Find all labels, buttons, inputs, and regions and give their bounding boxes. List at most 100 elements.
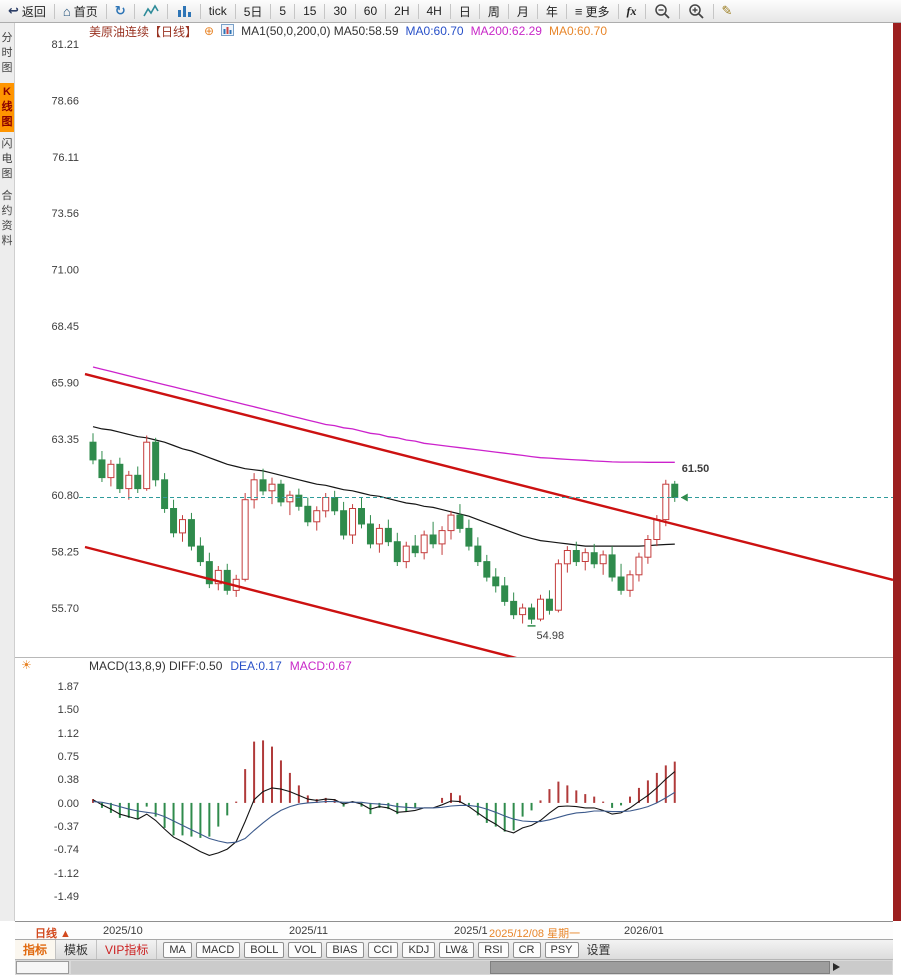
interval-60-button[interactable]: 60 <box>356 0 385 22</box>
trend-line <box>84 372 893 582</box>
candle <box>671 480 679 502</box>
candle <box>205 552 213 589</box>
tab-templates[interactable]: 模板 <box>56 939 98 960</box>
left-sidebar: 分时图 K线图闪电图合约资料 <box>0 23 15 921</box>
interval-15-button-label: 15 <box>303 4 317 18</box>
indicator-cci-button[interactable]: CCI <box>367 941 399 958</box>
sidebar-item-contract-info[interactable]: 合约资料 <box>1 190 13 247</box>
area-chart-icon <box>143 4 159 18</box>
settings-button[interactable]: 设置 <box>586 943 611 957</box>
indicator-boll-button[interactable]: BOLL <box>244 941 285 958</box>
dea-label: DEA:0.17 <box>230 658 282 673</box>
interval-60-button-label: 60 <box>363 4 378 18</box>
tab-indicators[interactable]: 指标 <box>15 939 57 960</box>
tab-vip-indicators[interactable]: VIP指标 <box>97 939 158 960</box>
more-button-label: 更多 <box>585 4 610 19</box>
scrollbar-handle[interactable] <box>490 961 830 974</box>
draw-button[interactable]: ✎ <box>714 0 741 22</box>
svg-text:58.25: 58.25 <box>51 547 79 559</box>
ma200-line <box>92 366 675 463</box>
candle <box>366 515 374 549</box>
add-indicator-icon[interactable]: ⊕ <box>204 24 215 38</box>
interval-year-button[interactable]: 年 <box>538 0 566 22</box>
indicator-ma-button[interactable]: MA <box>163 941 192 958</box>
candle <box>161 473 169 513</box>
sidebar-item-flash-chart[interactable]: 闪电图 <box>1 138 13 180</box>
interval-5-button[interactable]: 5 <box>271 0 294 22</box>
candle <box>411 535 419 558</box>
ma-settings-label: MA1(50,0,200,0) MA50:58.59 <box>241 24 399 38</box>
interval-4h-button[interactable]: 4H <box>419 0 450 22</box>
toolbar-separator <box>712 3 714 19</box>
indicator-rsi-button[interactable]: RSI <box>478 941 509 958</box>
indicator-kdj-button[interactable]: KDJ <box>402 941 436 958</box>
interval-2h-button[interactable]: 2H <box>386 0 417 22</box>
candle <box>572 541 580 566</box>
svg-text:81.21: 81.21 <box>51 39 79 51</box>
toolbar-separator <box>678 3 680 19</box>
indicator-settings-icon[interactable] <box>221 23 235 39</box>
indicator-macd-button[interactable]: MACD <box>195 941 241 958</box>
more-button[interactable]: ≡ 更多 <box>567 0 618 22</box>
interval-month-button[interactable]: 月 <box>509 0 537 22</box>
svg-text:65.90: 65.90 <box>51 378 79 390</box>
zoom-out-button[interactable] <box>646 0 679 22</box>
interval-5day-button[interactable]: 5日 <box>236 0 271 22</box>
candle <box>259 468 267 496</box>
back-button[interactable]: ↩ 返回 <box>0 0 54 22</box>
interval-15-button[interactable]: 15 <box>295 0 324 22</box>
scrollbar-track[interactable] <box>71 961 892 974</box>
line-chart-button[interactable] <box>135 0 167 22</box>
candle <box>179 515 186 542</box>
candle <box>483 554 491 582</box>
indicator-bias-button[interactable]: BIAS <box>326 941 364 958</box>
macd-value-label: MACD:0.67 <box>289 658 352 673</box>
macd-params-label: MACD(13,8,9) DIFF:0.50 <box>89 658 223 673</box>
period-selector[interactable]: 日线 ▲ <box>35 928 71 940</box>
sidebar-item-time-chart[interactable]: 分时图 <box>1 32 13 74</box>
interval-30-button[interactable]: 30 <box>325 0 354 22</box>
interval-2h-button-label: 2H <box>394 4 410 18</box>
macd-header: ☀ MACD(13,8,9) DIFF:0.50 DEA:0.17 MACD:0.6… <box>15 657 893 673</box>
interval-tick-button[interactable]: tick <box>201 0 235 22</box>
interval-day-button[interactable]: 日 <box>451 0 479 22</box>
formula-button[interactable]: fx <box>619 0 645 22</box>
candle <box>214 566 222 591</box>
high-annotation: 61.50 <box>682 463 710 475</box>
refresh-button[interactable]: ↻ <box>107 0 134 22</box>
sun-icon[interactable]: ☀ <box>21 658 32 672</box>
indicator-lw-button[interactable]: LW& <box>439 941 475 958</box>
indicator-vol-button[interactable]: VOL <box>288 941 323 958</box>
bar-chart-icon <box>176 4 192 18</box>
candle <box>545 590 553 615</box>
interval-week-button[interactable]: 周 <box>480 0 508 22</box>
candle <box>492 568 500 593</box>
x-axis-label: 2025/11 <box>289 925 328 937</box>
right-edge-strip[interactable] <box>893 23 901 921</box>
pen-icon: ✎ <box>721 3 733 18</box>
macd-chart[interactable]: 1.87 1.50 1.12 0.75 0.38 0.00 -0.37 -0.74 -1.12 -… <box>15 673 893 921</box>
scrollbar-arrow-icon[interactable] <box>833 963 840 971</box>
indicator-psy-button[interactable]: PSY <box>544 941 579 958</box>
candle <box>116 457 124 493</box>
svg-text:-0.74: -0.74 <box>54 844 79 856</box>
toolbar-separator <box>234 3 236 19</box>
price-chart[interactable]: 81.21 78.66 76.11 73.56 71.00 68.45 65.90 63.35… <box>15 39 893 657</box>
low-annotation: 54.98 <box>537 630 565 642</box>
candle-chart-button[interactable] <box>168 0 200 22</box>
back-button-label: 返回 <box>21 4 46 19</box>
candle <box>581 548 589 571</box>
zoom-in-icon <box>688 3 705 19</box>
indicator-cr-button[interactable]: CR <box>512 941 541 958</box>
candle <box>375 524 383 553</box>
zoom-in-button[interactable] <box>680 0 713 22</box>
candle <box>635 552 643 582</box>
sidebar-item-kline-chart[interactable]: K线图 <box>0 83 14 132</box>
home-button[interactable]: ⌂ 首页 <box>55 0 106 22</box>
toolbar-separator <box>536 3 538 19</box>
candle <box>447 510 455 540</box>
ma0-blue-label: MA0:60.70 <box>405 24 464 38</box>
candle <box>107 459 115 487</box>
back-arrow-icon: ↩ <box>8 3 19 18</box>
home-icon: ⌂ <box>62 3 71 19</box>
